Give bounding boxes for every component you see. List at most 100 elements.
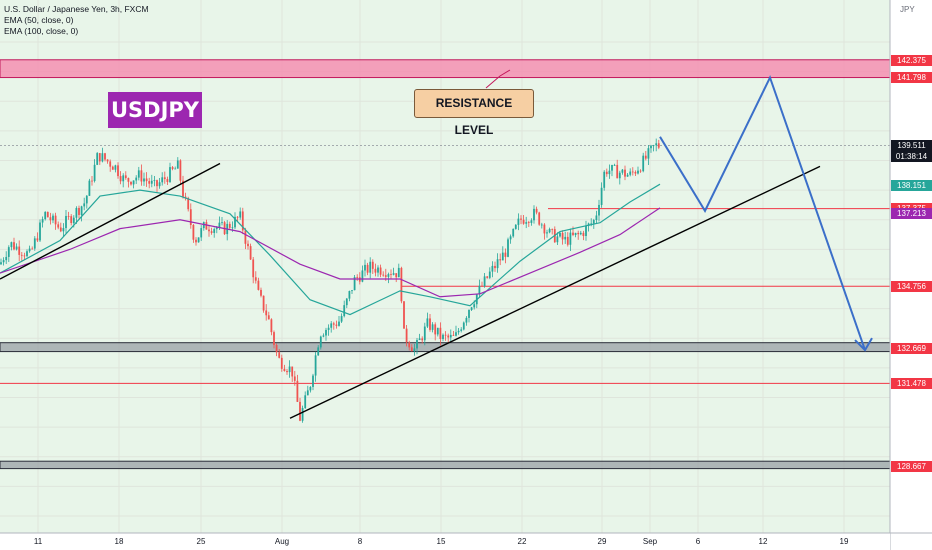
candle-body bbox=[655, 143, 658, 146]
candle-body bbox=[78, 207, 80, 215]
candle-body bbox=[98, 153, 101, 162]
candle-body bbox=[278, 352, 281, 358]
candle-body bbox=[257, 280, 260, 290]
candle-body bbox=[252, 259, 255, 278]
candle-body bbox=[135, 177, 138, 181]
currency-label: JPY bbox=[900, 5, 915, 14]
candle-body bbox=[371, 261, 374, 269]
background-layer bbox=[0, 0, 890, 533]
candle-body bbox=[234, 216, 236, 228]
candle-body bbox=[379, 267, 382, 275]
candle-body bbox=[195, 239, 197, 243]
x-tick-label: 29 bbox=[598, 537, 607, 546]
candle-body bbox=[488, 271, 491, 278]
candle-body bbox=[254, 277, 257, 281]
candle-body bbox=[101, 153, 104, 162]
candle-body bbox=[377, 267, 379, 273]
candle-body bbox=[218, 222, 221, 228]
candle-body bbox=[579, 232, 582, 235]
candle-body bbox=[413, 348, 416, 352]
candle-body bbox=[236, 216, 239, 218]
candle-body bbox=[31, 248, 34, 250]
candle-body bbox=[486, 276, 489, 278]
candle-body bbox=[293, 376, 296, 381]
candle-body bbox=[299, 401, 301, 421]
candle-body bbox=[153, 180, 156, 181]
candle-body bbox=[2, 260, 5, 263]
candle-body bbox=[447, 335, 450, 338]
candle-body bbox=[657, 143, 660, 148]
candle-body bbox=[327, 327, 330, 330]
candle-body bbox=[265, 310, 268, 316]
grid-layer bbox=[0, 0, 890, 533]
candle-body bbox=[366, 264, 369, 273]
candle-body bbox=[65, 215, 67, 229]
candle-body bbox=[148, 181, 151, 184]
candle-body bbox=[59, 227, 62, 232]
x-tick-label: 19 bbox=[840, 537, 849, 546]
candle-body bbox=[509, 236, 512, 240]
candle-body bbox=[455, 332, 457, 336]
candle-body bbox=[618, 172, 621, 179]
candle-body bbox=[163, 177, 166, 180]
candle-body bbox=[49, 217, 52, 221]
candle-body bbox=[33, 238, 36, 249]
candle-body bbox=[208, 229, 210, 232]
candle-body bbox=[608, 170, 611, 175]
candle-body bbox=[611, 165, 613, 171]
candle-body bbox=[192, 225, 195, 240]
candle-body bbox=[395, 273, 398, 278]
candle-body bbox=[249, 246, 252, 260]
x-tick-label: 18 bbox=[115, 537, 124, 546]
candle-body bbox=[317, 347, 320, 356]
candle-body bbox=[405, 328, 408, 343]
candle-body bbox=[330, 323, 333, 328]
candle-body bbox=[213, 229, 216, 233]
drawing-layer bbox=[0, 69, 873, 419]
candle-body bbox=[465, 317, 468, 323]
candle-body bbox=[525, 222, 528, 224]
candle-body bbox=[629, 171, 632, 175]
candle-body bbox=[319, 336, 322, 348]
candle-body bbox=[631, 171, 634, 173]
candle-body bbox=[556, 236, 559, 243]
chart-legend: U.S. Dollar / Japanese Yen, 3h, FXCM EMA… bbox=[4, 4, 149, 37]
support-zone bbox=[0, 460, 891, 470]
candle-body bbox=[499, 259, 502, 261]
candle-body bbox=[13, 242, 15, 250]
candle-body bbox=[140, 170, 143, 182]
candle-body bbox=[215, 227, 218, 230]
candle-body bbox=[551, 229, 554, 230]
candle-body bbox=[270, 319, 273, 333]
candle-body bbox=[72, 217, 75, 224]
candle-body bbox=[210, 231, 213, 233]
candle-body bbox=[382, 274, 385, 276]
candle-body bbox=[91, 180, 93, 182]
x-tick-label: 12 bbox=[759, 537, 768, 546]
candle-body bbox=[182, 180, 184, 197]
candle-body bbox=[429, 318, 431, 330]
candle-body bbox=[356, 277, 359, 278]
candle-body bbox=[291, 366, 294, 377]
legend-ema50: EMA (50, close, 0) bbox=[4, 15, 74, 25]
candle-body bbox=[171, 167, 174, 169]
candle-body bbox=[338, 321, 340, 326]
candle-body bbox=[244, 230, 247, 244]
candle-body bbox=[634, 171, 637, 174]
candle-body bbox=[132, 180, 135, 185]
candle-body bbox=[57, 224, 60, 228]
candle-body bbox=[280, 357, 283, 369]
price-tag: 141.798 bbox=[891, 72, 932, 84]
candle-body bbox=[44, 211, 47, 220]
price-axis-bg bbox=[890, 0, 932, 550]
candle-body bbox=[530, 220, 533, 223]
candle-body bbox=[418, 338, 421, 341]
candle-body bbox=[392, 273, 395, 275]
candle-body bbox=[15, 246, 18, 250]
candle-body bbox=[514, 224, 517, 229]
candle-body bbox=[161, 177, 164, 183]
candle-body bbox=[624, 169, 626, 177]
candle-body bbox=[540, 224, 543, 226]
